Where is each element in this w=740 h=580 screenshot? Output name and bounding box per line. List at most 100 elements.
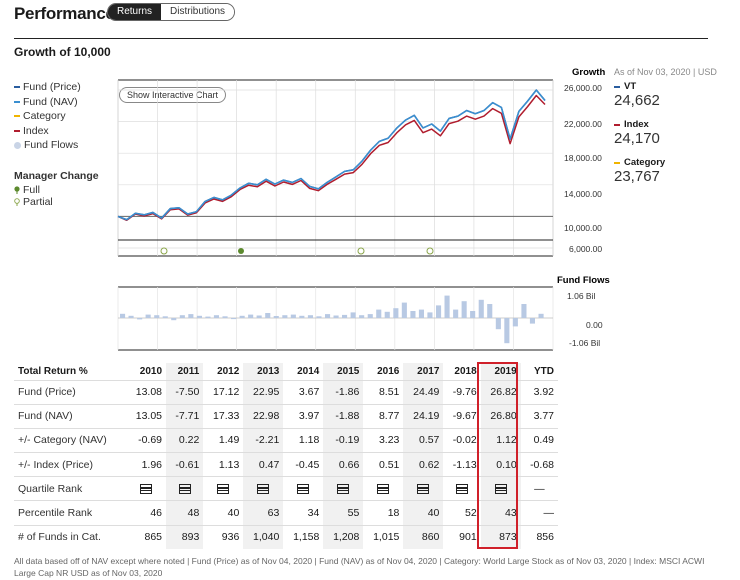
legend-fund-flows[interactable]: Fund Flows [14,138,81,153]
quartile-rank-icon [494,484,507,495]
table-cell: 17.12 [203,379,244,405]
full-marker-icon [14,186,20,194]
table-cell: 0.22 [166,427,204,453]
fund-flow-bar [205,316,211,318]
table-cell: -0.45 [283,452,324,477]
summary-vt-label: VT [614,81,724,92]
table-cell: 3.92 [520,379,558,405]
table-cell [480,476,521,501]
fund-flow-bar [367,314,373,318]
table-cell: 26.80 [480,403,521,429]
tab-returns[interactable]: Returns [108,4,162,20]
legend-category[interactable]: Category [14,109,81,124]
table-cell: 24.49 [403,379,444,405]
summary-category-label: Category [614,157,724,168]
fund-flow-bar [239,315,245,318]
quartile-rank-icon [377,484,390,495]
table-cell: -0.19 [323,427,364,453]
row-label: # of Funds in Cat. [14,524,126,550]
partial-manager-marker[interactable] [160,247,168,255]
table-cell: 3.23 [363,427,404,453]
fund-flow-bar [376,309,382,318]
fund-flow-bar [171,318,177,321]
table-cell: 3.77 [520,403,558,429]
table-cell: 0.51 [363,452,404,477]
fund-flow-bar [521,304,527,318]
year-header: 2018 [454,365,477,377]
table-cell: -0.61 [166,452,204,477]
summary-vt-value: 24,662 [614,92,660,109]
table-cell: 22.98 [243,403,284,429]
legend-fund-price[interactable]: Fund (Price) [14,80,81,95]
table-cell [323,476,364,501]
table-cell: 13.08 [126,379,167,405]
table-cell: 0.57 [403,427,444,453]
table-row: Fund (Price) 13.08 -7.50 17.12 22.95 3.67 -1.8… [14,379,558,405]
row-label: Fund (Price) [14,379,126,405]
table-cell: 55 [323,500,364,526]
fund-flows-label: Fund Flows [557,275,610,286]
table-cell: -9.76 [443,379,481,405]
fund-flow-bar [504,318,510,344]
table-cell: 52 [443,500,481,526]
manager-change-legend: Full Partial [14,184,53,208]
quartile-rank-icon [217,484,230,495]
highlight-2019-box [477,362,518,549]
year-header: YTD [534,365,554,377]
tab-distributions[interactable]: Distributions [161,4,235,20]
table-cell: 1,015 [363,524,404,550]
table-cell: -7.50 [166,379,204,405]
year-header: 2010 [139,365,163,377]
fund-flow-bar [137,318,143,320]
fund-flow-bar [128,315,134,318]
fund-flow-bar [436,305,442,318]
table-cell: -0.69 [126,427,167,453]
table-cell: 18 [363,500,404,526]
fund-flow-bar [265,313,271,318]
table-cell: 17.33 [203,403,244,429]
table-cell: 865 [126,524,167,550]
row-label: Fund (NAV) [14,403,126,429]
table-cell: 48 [166,500,204,526]
as-of-date: As of Nov 03, 2020 | USD [614,67,717,77]
table-cell: -0.02 [443,427,481,453]
table-cell: 1.13 [203,452,244,477]
fund-flow-bar [478,299,484,318]
y-tick-label: 14,000.00 [564,189,602,199]
fund-flow-bar [453,309,459,318]
table-cell: 34 [283,500,324,526]
legend-line-icon [614,85,620,88]
fund-flow-bar [350,312,356,318]
legend-line-icon [614,123,620,126]
legend-index[interactable]: Index [14,124,81,139]
fund-flow-bar [256,315,262,318]
y-tick-label: 22,000.00 [564,119,602,129]
fund-flow-bar [188,314,194,318]
table-cell: 13.05 [126,403,167,429]
flow-tick-label: 0.00 [586,320,603,330]
table-cell: 1.18 [283,427,324,453]
table-cell: 856 [520,524,558,550]
table-cell: 8.77 [363,403,404,429]
year-header: 2017 [403,363,444,380]
legend-fund-nav[interactable]: Fund (NAV) [14,95,81,110]
year-header: 2011 [166,363,204,380]
show-interactive-chart-button[interactable]: Show Interactive Chart [119,87,227,103]
table-cell: -1.86 [323,379,364,405]
partial-manager-marker[interactable] [357,247,365,255]
legend-line-icon [14,129,20,132]
table-cell: 24.19 [403,403,444,429]
table-cell [243,476,284,501]
table-cell: 0.10 [480,452,521,477]
chart-legend: Fund (Price) Fund (NAV) Category Index F… [14,80,81,153]
quartile-rank-icon [178,484,191,495]
table-cell: 43 [480,500,521,526]
full-manager-marker[interactable] [238,248,244,254]
growth-chart: Growth 26,000.00 22,000.00 18,000.00 14,… [117,67,610,351]
partial-manager-marker[interactable] [426,247,434,255]
fund-flow-bar [487,304,493,318]
growth-axis-label: Growth [572,67,605,78]
chart-lines [117,89,546,222]
returns-header-row: Total Return % 2010 2011 2012 2013 2014 2015 20… [14,363,558,380]
year-header: 2015 [323,363,364,380]
